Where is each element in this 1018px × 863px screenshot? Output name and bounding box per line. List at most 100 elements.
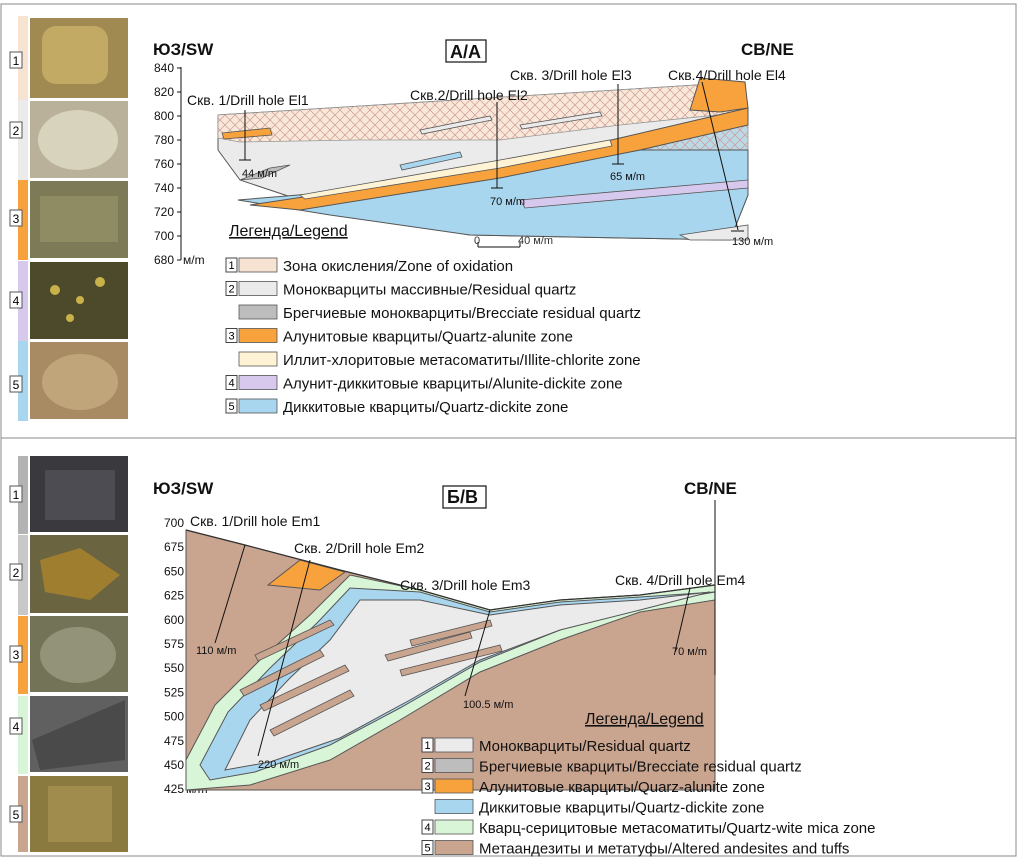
- bottom-y-tick-label: 450: [164, 758, 184, 772]
- bottom-y-tick-label: 575: [164, 637, 184, 651]
- bottom-hole-4-depth: 70 м/m: [672, 646, 707, 658]
- top-sw-label: ЮЗ/SW: [153, 40, 214, 59]
- bottom-legend-num: 3: [424, 781, 430, 793]
- bottom-y-tick-label: 475: [164, 734, 184, 748]
- bottom-legend-swatch: [434, 758, 474, 773]
- bottom-title-box: [442, 485, 487, 509]
- top-photo-4: 4: [9, 261, 128, 341]
- bottom-legend-label: Брегчиевые кварциты/Brecciate residual q…: [479, 759, 802, 776]
- bottom-legend-num: 2: [424, 761, 430, 773]
- bottom-hole-3-trace: [464, 609, 491, 697]
- top-hole-3-depth: 65 м/m: [610, 171, 645, 183]
- top-section-title: А/А: [450, 42, 481, 62]
- top-legend-item: 2 Монокварциты массивные/Residual quartz: [225, 281, 576, 299]
- bottom-legend-swatch: [434, 737, 474, 753]
- bottom-photo-3: 3: [9, 616, 128, 694]
- bottom-legend-num: 4: [424, 822, 430, 834]
- top-legend-swatch: [238, 328, 278, 343]
- bottom-legend-item: 4 Кварц-серицитовые метасоматиты/Quartz-w…: [421, 819, 875, 837]
- top-photo-num-3: 3: [13, 212, 20, 226]
- bottom-legend-item: Диккитовые кварциты/Quartz-dickite zone: [434, 799, 764, 817]
- top-unit-illite: [299, 139, 613, 200]
- bottom-section-title: Б/В: [447, 487, 478, 507]
- top-scale-end: 40 м/m: [518, 235, 553, 247]
- bottom-y-tick-label: 500: [164, 710, 184, 724]
- top-scale-bar: 0 40 м/m: [474, 235, 553, 248]
- top-legend: Легенда/Legend 1 Зона окисления/Zone of o…: [225, 223, 641, 416]
- bottom-legend-title: Легенда/Legend: [585, 711, 704, 728]
- bottom-y-tick-label: 675: [164, 540, 184, 554]
- top-hole-3-label: Скв. 3/Drill hole El3: [510, 67, 632, 83]
- bottom-legend-swatch: [434, 840, 474, 855]
- top-unit-residual-bottom: [678, 224, 749, 241]
- top-legend-item: 4 Алунит-диккитовые кварциты/Alunite-dick…: [225, 375, 623, 393]
- bottom-photo-5: 5: [9, 776, 128, 852]
- top-legend-num: 4: [228, 378, 234, 390]
- bottom-hole-4-label: Скв. 4/Drill hole Em4: [615, 572, 745, 588]
- bottom-legend-label: Метаандезиты и метатуфы/Altered andesite…: [479, 841, 849, 858]
- top-y-tick-label: 780: [154, 133, 174, 147]
- top-legend-swatch: [238, 398, 278, 414]
- bottom-hole-2-depth: 220 м/m: [258, 759, 299, 771]
- bottom-sample-photos: 1 2 3 4 5: [9, 456, 128, 852]
- top-legend-swatch: [238, 257, 278, 273]
- bottom-y-tick-label: 525: [164, 685, 184, 699]
- top-y-tick-label: 760: [154, 157, 174, 171]
- top-y-tick-label: 820: [154, 85, 174, 99]
- top-legend-label: Алунитовые кварциты/Quartz-alunite zone: [283, 329, 573, 346]
- bottom-legend-num: 5: [424, 843, 430, 855]
- bottom-photo-2: 2: [9, 535, 128, 615]
- bottom-photo-num-1: 1: [13, 488, 20, 502]
- top-photo-5: 5: [9, 341, 128, 421]
- top-photo-color-1: [18, 16, 28, 100]
- top-legend-label: Алунит-диккитовые кварциты/Alunite-dicki…: [283, 376, 623, 393]
- top-hole-4-depth: 130 м/m: [732, 236, 773, 248]
- bottom-photo-1: 1: [9, 456, 128, 534]
- top-unit-lens-1: [419, 115, 493, 135]
- bottom-y-tick-label: 425: [164, 782, 184, 796]
- top-legend-label: Диккитовые кварциты/Quartz-dickite zone: [283, 399, 568, 416]
- top-hole-1-depth: 44 м/m: [242, 168, 277, 180]
- bottom-y-axis: 700675650625600575550525500475450425м/m: [164, 516, 208, 796]
- bottom-y-tick-label: 600: [164, 613, 184, 627]
- bottom-cross-section: Скв. 1/Drill hole Em1 Скв. 2/Drill hole …: [185, 500, 745, 791]
- top-y-tick-label: 720: [154, 205, 174, 219]
- top-photo-num-5: 5: [13, 378, 20, 392]
- top-photo-3: 3: [9, 180, 128, 260]
- bottom-hole-1-trace: [214, 544, 246, 644]
- top-legend-item: Иллит-хлоритовые метасоматиты/Illite-chl…: [238, 351, 641, 369]
- bottom-photo-num-5: 5: [13, 808, 20, 822]
- top-legend-item: 5 Диккитовые кварциты/Quartz-dickite zone: [225, 398, 568, 416]
- bottom-topography: [185, 529, 716, 611]
- top-hole-4-label: Скв.4/Drill hole El4: [668, 67, 786, 83]
- bottom-photo-num-4: 4: [13, 720, 20, 734]
- top-cross-section: Скв. 1/Drill hole El1 Скв.2/Drill hole E…: [187, 67, 786, 248]
- top-legend-label: Брегчиевые монокварциты/Brecciate residu…: [283, 305, 641, 322]
- top-legend-num: 2: [228, 284, 234, 296]
- top-title-box: [445, 39, 487, 63]
- top-legend-num: 1: [228, 260, 234, 272]
- bottom-y-tick-label: 625: [164, 589, 184, 603]
- top-photo-2: 2: [9, 100, 128, 180]
- bottom-photo-num-2: 2: [13, 566, 20, 580]
- bottom-y-tick-label: 550: [164, 661, 184, 675]
- bottom-hole-1-label: Скв. 1/Drill hole Em1: [190, 513, 320, 529]
- bottom-photo-4: 4: [9, 696, 128, 774]
- top-hole-2-depth: 70 м/m: [490, 196, 525, 208]
- top-hole-1-label: Скв. 1/Drill hole El1: [187, 92, 309, 108]
- bottom-legend-label: Монокварциты/Residual quartz: [479, 738, 691, 755]
- bottom-legend-item: 3 Алунитовые кварциты/Quarz-alunite zone: [421, 778, 765, 796]
- top-unit-alunite-2: [689, 77, 749, 113]
- top-y-tick-label: 840: [154, 61, 174, 75]
- bottom-legend-num: 1: [424, 740, 430, 752]
- top-hole-2-label: Скв.2/Drill hole El2: [410, 87, 528, 103]
- top-legend-num: 3: [228, 331, 234, 343]
- top-ne-label: СВ/NE: [741, 40, 794, 59]
- bottom-legend-label: Алунитовые кварциты/Quarz-alunite zone: [479, 779, 765, 796]
- top-legend-swatch: [238, 304, 278, 320]
- top-scale-start: 0: [474, 235, 480, 247]
- top-photo-num-2: 2: [13, 124, 20, 138]
- top-unit-alunite-3: [221, 127, 273, 140]
- bottom-legend-item: 2 Брегчиевые кварциты/Brecciate residual …: [421, 758, 802, 776]
